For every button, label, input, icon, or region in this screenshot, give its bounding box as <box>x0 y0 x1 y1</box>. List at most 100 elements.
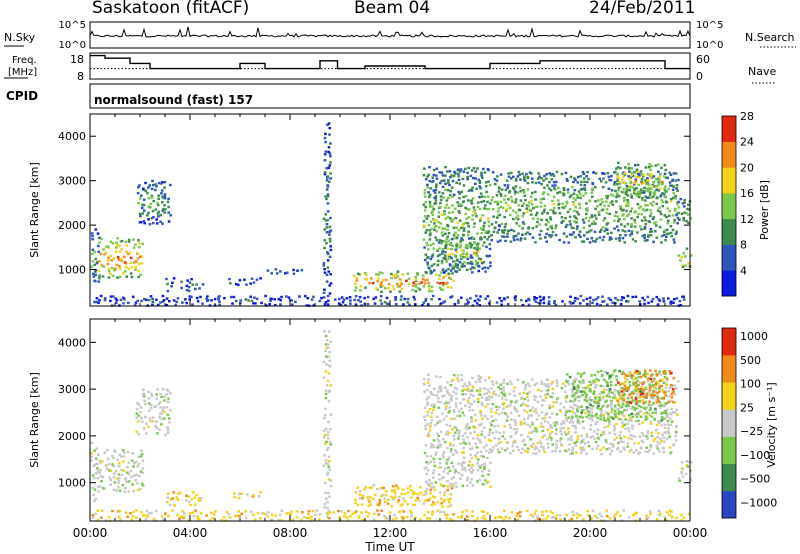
data-cell <box>570 418 573 421</box>
data-cell <box>573 399 576 403</box>
data-cell <box>568 220 572 223</box>
data-cell <box>658 387 661 390</box>
data-cell <box>598 512 601 515</box>
data-cell <box>132 490 136 493</box>
data-cell <box>377 273 380 276</box>
data-cell <box>507 198 510 201</box>
data-cell <box>602 219 605 222</box>
data-cell <box>432 408 435 412</box>
data-cell <box>638 194 641 197</box>
data-cell <box>429 187 433 190</box>
data-cell <box>403 297 407 301</box>
data-cell <box>579 188 583 191</box>
data-cell <box>671 184 674 187</box>
data-cell <box>183 512 186 515</box>
data-cell <box>406 487 410 490</box>
data-cell <box>249 282 252 285</box>
data-cell <box>529 513 533 517</box>
data-cell <box>454 482 457 485</box>
data-cell <box>475 294 478 298</box>
data-cell <box>629 434 632 437</box>
data-cell <box>655 295 659 299</box>
data-cell <box>444 433 447 436</box>
data-cell <box>424 427 427 431</box>
data-cell <box>579 183 583 187</box>
data-cell <box>666 379 669 382</box>
data-cell <box>574 378 578 381</box>
data-cell <box>427 191 430 194</box>
data-cell <box>433 464 437 468</box>
data-cell <box>583 187 586 190</box>
data-cell <box>507 175 511 178</box>
data-cell <box>479 217 483 220</box>
data-cell <box>627 229 631 232</box>
data-cell <box>518 392 521 395</box>
data-cell <box>512 188 516 191</box>
data-cell <box>379 299 382 302</box>
data-cell <box>93 300 96 304</box>
data-cell <box>473 222 476 225</box>
data-cell <box>546 378 550 381</box>
data-cell <box>392 274 395 277</box>
data-cell <box>633 182 636 185</box>
data-cell <box>442 196 446 199</box>
data-cell <box>630 207 634 210</box>
data-cell <box>469 297 472 300</box>
data-cell <box>238 492 241 496</box>
data-cell <box>598 392 602 396</box>
data-cell <box>131 459 134 462</box>
data-cell <box>613 227 616 230</box>
data-cell <box>516 512 520 515</box>
data-cell <box>670 371 673 375</box>
data-cell <box>478 390 482 393</box>
data-cell <box>154 424 157 428</box>
data-cell <box>494 516 497 520</box>
data-cell <box>536 220 539 224</box>
data-cell <box>540 442 543 445</box>
data-cell <box>483 415 487 418</box>
data-cell <box>446 257 450 261</box>
data-cell <box>551 450 554 453</box>
data-cell <box>466 175 469 179</box>
data-cell <box>94 273 97 277</box>
data-cell <box>546 428 550 432</box>
data-cell <box>460 249 464 252</box>
data-cell <box>565 177 569 181</box>
data-cell <box>554 449 557 453</box>
data-cell <box>630 223 633 226</box>
data-cell <box>625 378 629 382</box>
data-cell <box>432 471 435 475</box>
data-cell <box>456 266 459 269</box>
data-cell <box>488 428 492 431</box>
data-cell <box>237 497 241 500</box>
data-cell <box>659 173 662 176</box>
data-cell <box>195 296 199 300</box>
data-cell <box>457 178 461 182</box>
data-cell <box>617 229 620 232</box>
data-cell <box>116 244 119 247</box>
data-cell <box>627 430 631 433</box>
data-cell <box>611 417 615 420</box>
data-cell <box>329 273 332 276</box>
data-cell <box>602 378 606 381</box>
data-cell <box>524 198 527 202</box>
data-cell <box>540 212 544 215</box>
frequency-strip-frame <box>89 52 691 80</box>
data-cell <box>540 218 543 221</box>
data-cell <box>294 300 297 304</box>
data-cell <box>445 462 449 465</box>
data-cell <box>99 475 103 478</box>
data-cell <box>503 215 506 219</box>
data-cell <box>400 283 404 286</box>
data-cell <box>447 276 451 279</box>
data-cell <box>376 288 379 291</box>
data-cell <box>640 180 643 183</box>
data-cell <box>594 172 598 175</box>
data-cell <box>566 373 569 376</box>
data-cell <box>622 399 626 402</box>
data-cell <box>107 245 110 248</box>
data-cell <box>660 234 664 238</box>
data-cell <box>502 378 506 382</box>
data-cell <box>564 205 567 208</box>
data-cell <box>116 256 120 259</box>
